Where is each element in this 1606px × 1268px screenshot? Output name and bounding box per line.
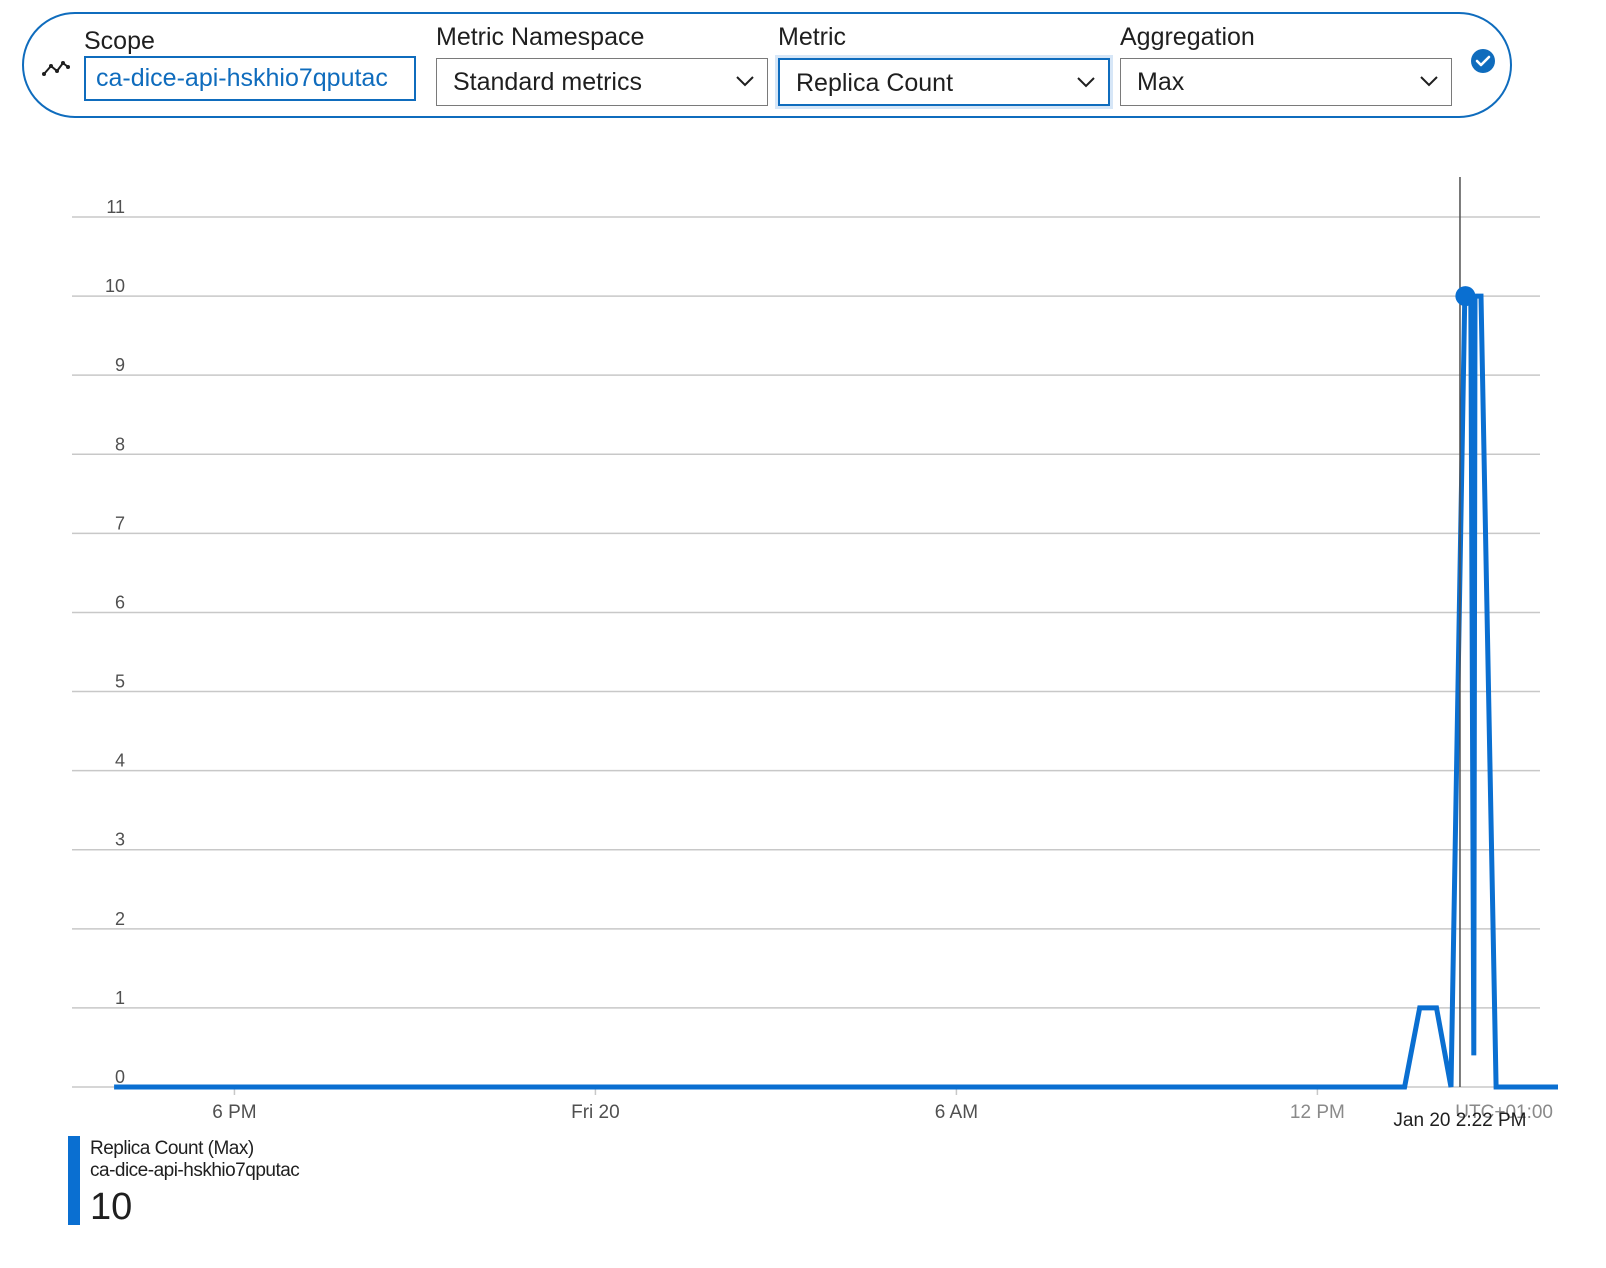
aggregation-label: Aggregation <box>1120 23 1255 51</box>
y-tick-label: 3 <box>115 830 125 850</box>
legend-value: 10 <box>90 1186 133 1228</box>
chart-legend[interactable]: Replica Count (Max) ca-dice-api-hskhio7q… <box>68 1136 488 1228</box>
chevron-down-icon <box>736 76 754 87</box>
timezone-label: UTC+01:00 <box>1455 1102 1553 1123</box>
hover-data-point[interactable] <box>1455 286 1476 307</box>
x-tick-label: 6 PM <box>212 1102 256 1123</box>
y-tick-label: 0 <box>115 1067 125 1087</box>
aggregation-select[interactable]: Max <box>1120 58 1452 106</box>
y-tick-label: 1 <box>115 988 125 1008</box>
y-tick-label: 11 <box>106 197 125 217</box>
metric-value: Replica Count <box>796 69 954 97</box>
namespace-value: Standard metrics <box>453 68 642 96</box>
y-tick-label: 7 <box>115 513 125 533</box>
y-tick-label: 8 <box>115 434 125 454</box>
legend-resource-name: ca-dice-api-hskhio7qputac <box>90 1160 300 1181</box>
y-tick-label: 5 <box>115 672 125 692</box>
scope-input[interactable] <box>84 56 416 101</box>
metric-field: Metric Replica Count <box>778 20 1110 106</box>
metric-label: Metric <box>778 23 847 51</box>
x-tick-label: Fri 20 <box>571 1102 620 1123</box>
checkmark-circle-icon[interactable] <box>1470 48 1496 74</box>
metric-chart[interactable]: 0 1 2 3 4 5 6 7 8 9 10 11 6 PM Fri 20 6 AM 12 PM UTC+01:… <box>0 160 1606 1150</box>
metric-select[interactable]: Replica Count <box>778 58 1110 106</box>
aggregation-field: Aggregation Max <box>1120 20 1452 106</box>
legend-series-name: Replica Count (Max) <box>90 1138 254 1159</box>
namespace-select[interactable]: Standard metrics <box>436 58 768 106</box>
y-tick-label: 6 <box>115 592 125 612</box>
y-tick-label: 2 <box>115 909 125 929</box>
scope-field: Scope <box>84 20 416 101</box>
scope-label: Scope <box>84 27 155 55</box>
chevron-down-icon <box>1077 77 1095 88</box>
hover-time-label: Jan 20 2:22 PM <box>1393 1110 1526 1131</box>
namespace-label: Metric Namespace <box>436 23 645 51</box>
legend-color-swatch <box>68 1136 80 1225</box>
chevron-down-icon <box>1420 76 1438 87</box>
y-tick-label: 10 <box>105 276 125 296</box>
x-tick-label: 12 PM <box>1290 1102 1345 1123</box>
namespace-field: Metric Namespace Standard metrics <box>436 20 768 106</box>
metric-line-icon <box>42 61 70 76</box>
metric-toolbar: Scope Metric Namespace Standard metrics … <box>22 12 1512 118</box>
aggregation-value: Max <box>1137 68 1185 96</box>
x-tick-label: 6 AM <box>935 1102 978 1123</box>
y-tick-label: 4 <box>115 751 125 771</box>
y-tick-label: 9 <box>115 355 125 375</box>
